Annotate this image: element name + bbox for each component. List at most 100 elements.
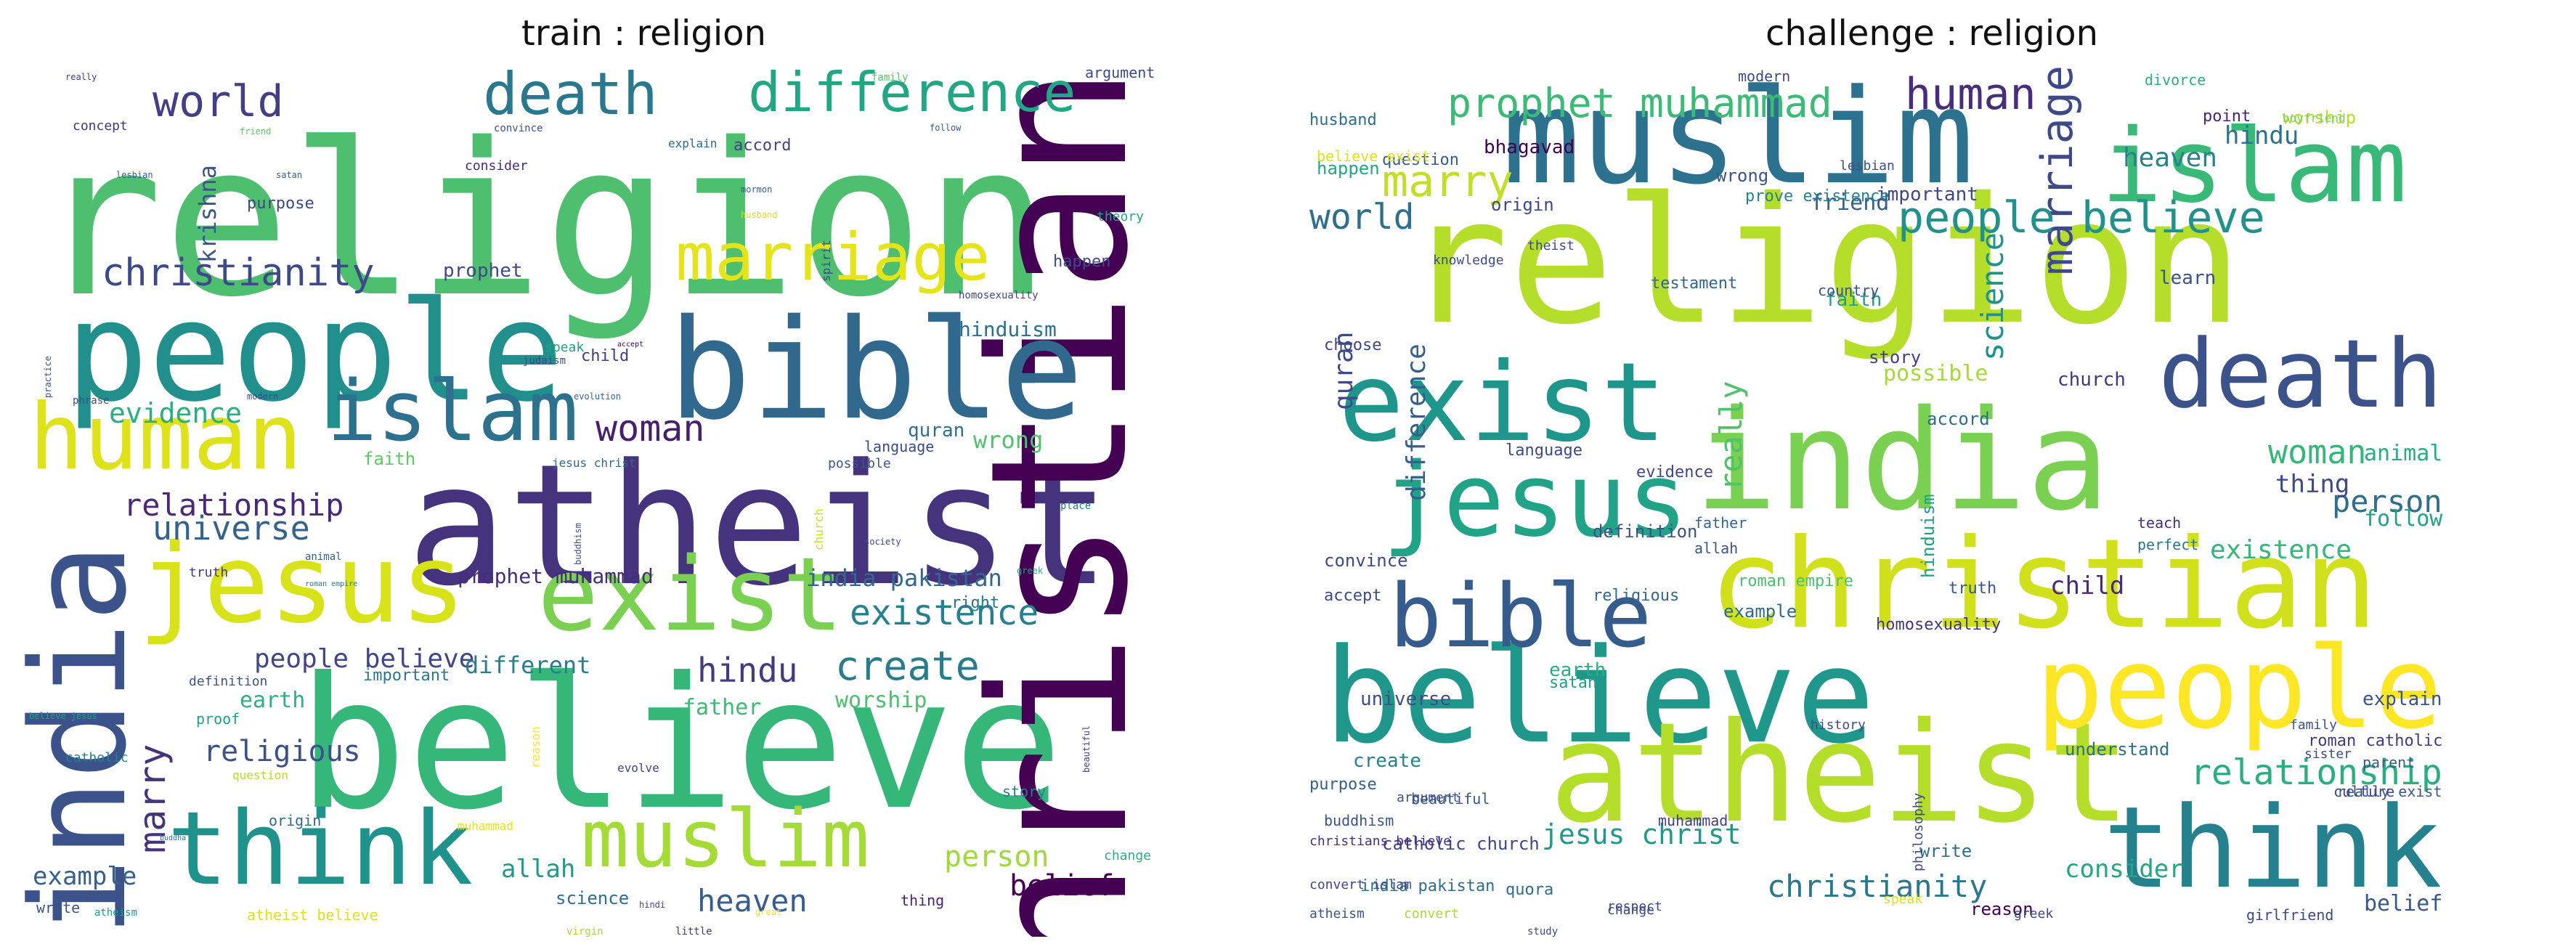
- word-phrase: phrase: [73, 395, 110, 407]
- word-heaven: heaven: [2123, 143, 2218, 173]
- word-science: science: [1975, 232, 2010, 361]
- word-relationship: relationship: [123, 487, 344, 523]
- word-create: create: [835, 643, 980, 689]
- word-christians-believe: christians believe: [1309, 834, 1452, 849]
- word-buddhism: buddhism: [1324, 812, 1394, 829]
- word-woman: woman: [2268, 433, 2367, 471]
- word-reason: reason: [1970, 899, 2033, 919]
- word-question: question: [232, 768, 289, 782]
- word-hindu: hindu: [2224, 121, 2299, 150]
- word-right: right: [951, 594, 1000, 612]
- word-believe: believe: [298, 638, 1063, 850]
- wordcloud-train: religion people atheist believe christian bib…: [15, 65, 1155, 937]
- word-jesus-christ: jesus christ: [1542, 818, 1742, 850]
- word-evolution: evolution: [574, 391, 622, 402]
- word-religion: religion: [1404, 160, 2243, 363]
- word-hinduism: hinduism: [1918, 494, 1938, 578]
- word-history: history: [1811, 717, 1866, 733]
- word-bible: bible: [1389, 566, 1652, 667]
- word-church: church: [812, 508, 826, 550]
- word-accord: accord: [1927, 409, 1990, 429]
- word-philosophy: philosophy: [1911, 792, 1926, 871]
- word-convince: convince: [494, 123, 543, 134]
- word-important: important: [1876, 184, 1978, 206]
- word-language: language: [864, 438, 935, 455]
- word-marriage: marriage: [2032, 65, 2083, 275]
- word-happen: happen: [1317, 158, 1380, 179]
- word-father: father: [683, 695, 762, 720]
- word-explain: explain: [668, 137, 718, 150]
- word-accept: accept: [1324, 587, 1382, 605]
- word-happen: happen: [1053, 253, 1111, 271]
- word-prophet: prophet: [443, 260, 523, 282]
- word-knowledge: knowledge: [1433, 253, 1504, 268]
- word-choose: choose: [1324, 336, 1382, 354]
- word-exist: exist: [1338, 340, 1667, 466]
- wordcloud-challenge: religion muslim islam exist india jesus death c…: [1302, 65, 2442, 937]
- word-belief: belief: [2364, 891, 2442, 916]
- word-mormon: mormon: [741, 184, 773, 195]
- word-beautiful: beautiful: [1411, 790, 1490, 807]
- word-roman-empire: roman empire: [305, 580, 358, 588]
- word-follow: follow: [2364, 506, 2442, 532]
- word-person: person: [944, 840, 1049, 874]
- word-buddhism: buddhism: [573, 523, 583, 565]
- word-practice: practice: [43, 356, 53, 398]
- word-hindu: hindu: [697, 651, 798, 690]
- word-argument: argument: [1397, 790, 1460, 805]
- word-thing: thing: [2275, 470, 2350, 499]
- word-beautiful: beautiful: [1081, 725, 1092, 773]
- word-think: think: [2103, 782, 2442, 914]
- word-animal: animal: [2364, 441, 2442, 466]
- word-purpose: purpose: [1309, 776, 1377, 794]
- word-universe: universe: [153, 509, 310, 548]
- word-people-believe: people believe: [1898, 192, 2265, 243]
- word-convert-islam: convert islam: [1309, 877, 1412, 892]
- word-friend: friend: [1811, 190, 1890, 216]
- word-hindi: hindi: [639, 900, 666, 910]
- word-virgin: virgin: [566, 926, 604, 937]
- word-homosexuality: homosexuality: [959, 290, 1039, 301]
- panel-title-challenge: challenge : religion: [1765, 13, 2098, 54]
- word-relationship: relationship: [2190, 752, 2442, 793]
- word-consider: consider: [465, 158, 528, 174]
- word-judaism: judaism: [523, 355, 566, 367]
- word-earth: earth: [240, 688, 306, 713]
- word-greek: greek: [2014, 906, 2054, 922]
- word-change: change: [1104, 848, 1152, 863]
- word-concept: concept: [73, 118, 128, 134]
- word-greek: greek: [1017, 566, 1044, 576]
- word-difference: difference: [1402, 343, 1431, 501]
- word-sister: sister: [2304, 746, 2352, 762]
- word-heaven: heaven: [697, 883, 808, 919]
- word-satan: satan: [276, 170, 303, 180]
- word-death: death: [2158, 319, 2442, 429]
- word-understand: understand: [2065, 739, 2170, 760]
- word-change: change: [1607, 903, 1655, 918]
- word-study: study: [1527, 926, 1559, 937]
- word-friend: friend: [240, 126, 272, 137]
- word-belief: belief: [1009, 869, 1115, 903]
- word-world: world: [153, 76, 284, 127]
- word-allah: allah: [501, 855, 576, 884]
- word-little: little: [675, 926, 712, 937]
- word-prove-existence: prove existence: [1745, 187, 1890, 206]
- word-parent: parent: [2362, 754, 2415, 771]
- word-write: write: [1919, 841, 1972, 861]
- word-allah: allah: [1694, 540, 1739, 557]
- word-believe: believe: [1324, 621, 1875, 773]
- word-islam: islam: [327, 363, 579, 460]
- word-accept: accept: [617, 341, 644, 349]
- word-father: father: [1694, 514, 1747, 532]
- word-theist: theist: [1527, 238, 1575, 253]
- word-point: point: [2203, 107, 2251, 126]
- panel-train: train : religion religion people atheist be…: [15, 13, 1155, 937]
- word-speak: speak: [1883, 892, 1923, 907]
- word-lesbian: lesbian: [116, 170, 153, 180]
- word-quran: quran: [908, 420, 965, 442]
- word-hinduism: hinduism: [959, 317, 1057, 341]
- word-possible: possible: [828, 456, 891, 471]
- word-consider: consider: [2065, 855, 2184, 884]
- word-religion: religion: [36, 99, 1051, 343]
- word-existence: existence: [850, 593, 1039, 633]
